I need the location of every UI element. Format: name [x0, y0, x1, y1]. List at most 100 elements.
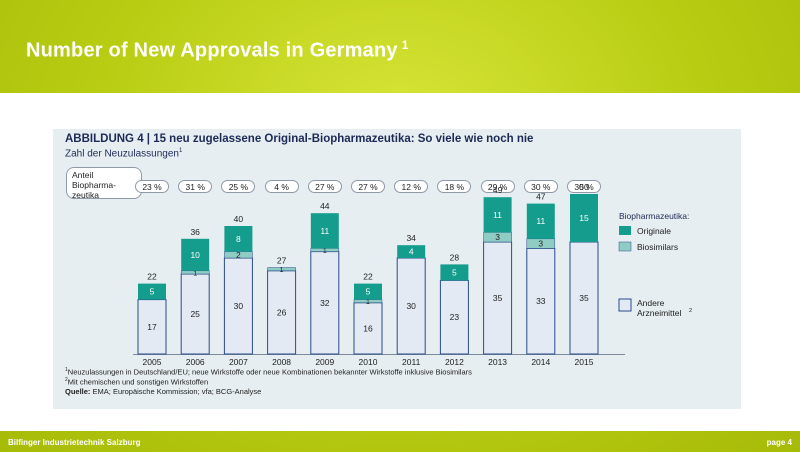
figure-subtitle-footnote-mark: 1 [178, 148, 183, 154]
legend-label-andere-2: Arzneimittel [637, 308, 682, 318]
bar-originale-2014 [526, 203, 555, 239]
label-originale-2013: 11 [493, 210, 502, 220]
label-biosimilars-2013: 3 [495, 232, 500, 242]
label-andere-2005: 17 [147, 322, 157, 332]
label-total-2011: 34 [406, 233, 416, 243]
bar-biosimilars-2009 [310, 248, 340, 252]
bar-originale-2012 [440, 264, 469, 281]
x-tick-2013: 2013 [488, 357, 507, 367]
bar-originale-2011 [397, 245, 426, 258]
x-tick-2006: 2006 [186, 357, 205, 367]
label-biosimilars-2009: 1 [323, 248, 327, 255]
bar-andere-2015 [569, 241, 599, 355]
figure-title: ABBILDUNG 4 | 15 neu zugelassene Origina… [65, 133, 534, 145]
label-originale-2014: 11 [536, 216, 545, 226]
label-total-2009: 44 [320, 201, 330, 211]
legend-label-andere-1: Andere [637, 298, 665, 308]
label-andere-2007: 30 [234, 301, 244, 311]
bar-andere-2013 [483, 241, 513, 355]
label-andere-2008: 26 [277, 307, 287, 317]
label-biosimilars-2007: 2 [236, 250, 241, 260]
label-originale-2006: 10 [190, 250, 200, 260]
bar-biosimilars-2013 [483, 232, 512, 243]
legend-label-biosimilars: Biosimilars [637, 242, 678, 252]
footnote-1-text: Neuzulassungen in Deutschland/EU; neue W… [67, 367, 472, 377]
label-andere-2010: 16 [363, 323, 373, 333]
label-total-2008: 27 [277, 256, 287, 266]
x-tick-2011: 2011 [402, 357, 421, 367]
label-total-2010: 22 [363, 272, 373, 282]
footnote-2: 2Mit chemischen und sonstigen Wirkstoffe… [65, 377, 208, 387]
legend-swatch-biosimilars [618, 241, 632, 252]
bar-originale-2007 [224, 226, 253, 252]
label-andere-2012: 23 [450, 312, 460, 322]
footnote-2-mark: 2 [65, 377, 68, 383]
footer-page-number: page 4 [766, 438, 792, 447]
bar-andere-2014 [526, 247, 556, 355]
share-pill-2012: 18 % [437, 180, 472, 193]
x-tick-2008: 2008 [272, 357, 291, 367]
bar-andere-2009 [310, 251, 340, 355]
source-text: EMA; Europäische Kommission; vfa; BCG-An… [92, 387, 262, 396]
label-originale-2009: 11 [320, 226, 329, 236]
label-andere-2009: 32 [320, 298, 330, 308]
bar-andere-2007 [223, 257, 253, 355]
share-pill-2015: 30 % [567, 180, 601, 193]
footnote-2-text: Mit chemischen und sonstigen Wirkstoffen [67, 377, 209, 387]
bar-andere-2008 [267, 270, 297, 355]
label-total-2012: 28 [450, 252, 460, 262]
bar-originale-2010 [354, 283, 382, 300]
x-tick-2009: 2009 [315, 357, 334, 367]
footnote-1-mark: 1 [65, 367, 68, 373]
x-tick-2015: 2015 [575, 357, 594, 367]
bar-originale-2005 [138, 283, 166, 300]
bar-andere-2012 [439, 279, 469, 355]
x-tick-2010: 2010 [359, 357, 378, 367]
label-originale-2010: 5 [366, 287, 371, 297]
bar-originale-2006 [181, 238, 210, 271]
label-originale-2015: 15 [579, 213, 589, 223]
legend-label-andere-sup: 2 [689, 308, 692, 314]
bar-originale-2013 [483, 197, 512, 233]
label-andere-2011: 30 [406, 301, 416, 311]
footnote-1: 1Neuzulassungen in Deutschland/EU; neue … [65, 367, 472, 377]
label-total-2015: 50 [579, 182, 589, 192]
label-total-2014: 47 [536, 192, 546, 202]
share-pill-2011: 12 % [394, 180, 429, 193]
bar-andere-2011 [396, 257, 426, 355]
slide-title: Number of New Approvals in Germany 1 [26, 38, 409, 63]
legend-title: Biopharmazeutika: [619, 211, 689, 221]
content-panel: ABBILDUNG 4 | 15 neu zugelassene Origina… [0, 93, 800, 431]
bar-originale-2009 [310, 213, 339, 249]
share-label: Anteil Biopharma- zeutika [66, 167, 149, 200]
source-label: Quelle: [65, 387, 91, 396]
source-note: Quelle: EMA; Europäische Kommission; vfa… [65, 387, 261, 396]
figure-subtitle-text: Zahl der Neuzulassungen [65, 148, 179, 160]
bar-originale-2015 [570, 194, 598, 242]
label-biosimilars-2008: 1 [280, 267, 284, 274]
share-pill-2007: 25 % [221, 180, 256, 193]
figure-subtitle: Zahl der Neuzulassungen1 [65, 148, 182, 159]
bar-biosimilars-2007 [224, 251, 253, 259]
label-biosimilars-2014: 3 [538, 239, 543, 249]
label-originale-2007: 8 [236, 234, 241, 244]
label-total-2007: 40 [234, 214, 244, 224]
x-tick-2014: 2014 [531, 357, 550, 367]
label-originale-2005: 5 [150, 287, 155, 297]
chart-figure: ABBILDUNG 4 | 15 neu zugelassene Origina… [53, 129, 741, 409]
bar-biosimilars-2008 [267, 267, 296, 272]
slide-title-text: Number of New Approvals in Germany [26, 39, 398, 62]
slide-title-footnote-mark: 1 [401, 38, 409, 52]
label-originale-2012: 5 [452, 267, 457, 277]
stacked-bar-chart: 1752220052511036200630284020072612720083… [133, 182, 692, 367]
share-pill-2006: 31 % [178, 180, 213, 193]
x-tick-2007: 2007 [229, 357, 248, 367]
share-pill-2010: 27 % [351, 180, 385, 193]
label-andere-2006: 25 [190, 309, 200, 319]
label-biosimilars-2006: 1 [193, 270, 197, 277]
label-andere-2013: 35 [493, 293, 503, 303]
bar-andere-2006 [180, 273, 210, 355]
legend-label-originale: Originale [637, 226, 671, 236]
label-total-2006: 36 [190, 227, 200, 237]
label-total-2013: 49 [493, 185, 503, 195]
